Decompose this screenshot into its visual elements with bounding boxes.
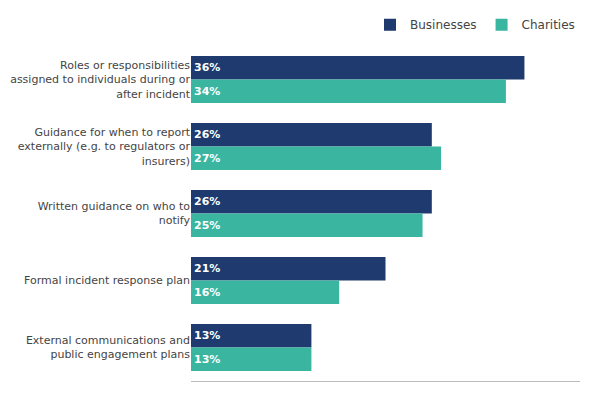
svg-text:External communications andpub: External communications andpublic engage… (26, 334, 190, 361)
svg-text:Roles or responsibilitiesassig: Roles or responsibilitiesassigned to ind… (10, 59, 191, 101)
svg-text:21%: 21% (194, 262, 220, 275)
svg-text:Written guidance on who tonoti: Written guidance on who tonotify (38, 200, 191, 227)
svg-text:Businesses: Businesses (410, 18, 477, 32)
svg-text:13%: 13% (194, 353, 220, 366)
svg-text:26%: 26% (194, 195, 220, 208)
svg-text:16%: 16% (194, 286, 220, 299)
svg-text:26%: 26% (194, 128, 220, 141)
svg-text:13%: 13% (194, 329, 220, 342)
svg-text:34%: 34% (194, 85, 220, 98)
svg-text:Guidance for when to reportext: Guidance for when to reportexternally (e… (18, 126, 191, 168)
svg-text:25%: 25% (194, 219, 220, 232)
svg-text:36%: 36% (194, 61, 220, 74)
svg-text:27%: 27% (194, 152, 220, 165)
svg-text:Formal incident response plan: Formal incident response plan (24, 274, 190, 287)
svg-text:Charities: Charities (522, 18, 575, 32)
